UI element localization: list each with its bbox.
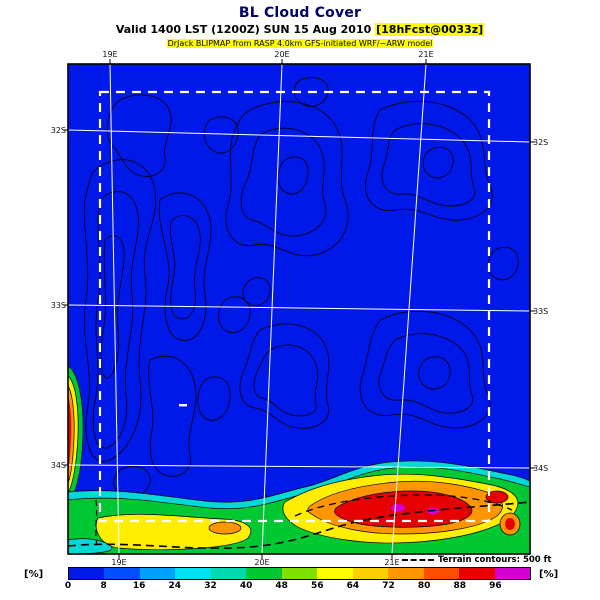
colorbar-tick-label: 0 bbox=[64, 581, 72, 591]
colorbar-tick-label: 40 bbox=[239, 581, 253, 591]
colorbar-segment bbox=[104, 568, 140, 579]
latlon-grid bbox=[67, 63, 531, 555]
axis-ticks bbox=[63, 59, 535, 559]
dashed-contour-sample-icon bbox=[402, 559, 434, 561]
colorbar-tick-label: 16 bbox=[132, 581, 146, 591]
colorbar-segment bbox=[246, 568, 282, 579]
model-text: DrJack BLIPMAP from RASP 4.0km GFS-initi… bbox=[166, 39, 434, 48]
colorbar-segment bbox=[175, 568, 211, 579]
colorbar-tick-label: 56 bbox=[311, 581, 324, 591]
terrain-note: Terrain contours: 500 ft bbox=[402, 555, 552, 565]
colorbar-tick-label: 80 bbox=[417, 581, 431, 591]
forecast-tag: [18hFcst@0033z] bbox=[375, 23, 485, 36]
lat-label-left-2: 33S bbox=[51, 301, 66, 310]
colorbar-tick-label: 48 bbox=[275, 581, 288, 591]
unit-label-left: [%] bbox=[24, 569, 44, 580]
map-border bbox=[67, 63, 531, 555]
colorbar-segment bbox=[281, 568, 318, 579]
domain-boundary-box bbox=[98, 90, 491, 523]
colorbar-segment bbox=[459, 568, 495, 579]
lon-label-bottom-2: 20E bbox=[254, 558, 269, 567]
colorbar-ticks: 0 8 16 24 32 40 48 56 64 72 80 88 96 bbox=[64, 581, 531, 593]
colorbar-segment bbox=[388, 568, 424, 579]
colorbar-tick-label: 64 bbox=[346, 581, 360, 591]
colorbar-tick-label: 88 bbox=[453, 581, 467, 591]
page-title: BL Cloud Cover bbox=[238, 5, 362, 21]
axis-labels: 19E 20E 21E 19E 20E 21E 32S 33S 34S 32S … bbox=[51, 50, 549, 567]
dashed-terrain-contours bbox=[67, 494, 531, 550]
unit-label-right: [%] bbox=[539, 569, 559, 580]
lon-label-bottom-1: 19E bbox=[111, 558, 126, 567]
valid-time-text: Valid 1400 LST (1200Z) SUN 15 Aug 2010 bbox=[115, 23, 376, 36]
site-marker bbox=[179, 404, 187, 407]
colorbar-segment bbox=[69, 568, 105, 579]
lat-label-left-1: 32S bbox=[51, 126, 66, 135]
colorbar-segment bbox=[210, 568, 247, 579]
valid-time-line: Valid 1400 LST (1200Z) SUN 15 Aug 2010 [… bbox=[0, 23, 600, 36]
lat-label-right-1: 32S bbox=[533, 138, 548, 147]
colorbar bbox=[68, 567, 531, 580]
lon-label-top-3: 21E bbox=[418, 50, 433, 59]
colorbar-segment bbox=[494, 568, 531, 579]
colorbar-tick-label: 32 bbox=[204, 581, 217, 591]
colorbar-segment bbox=[139, 568, 176, 579]
lon-label-top-1: 19E bbox=[102, 50, 117, 59]
terrain-note-text: Terrain contours: 500 ft bbox=[438, 555, 552, 565]
colorbar-tick-label: 96 bbox=[489, 581, 502, 591]
colorbar-segment bbox=[352, 568, 389, 579]
colorbar-segment bbox=[423, 568, 460, 579]
lon-label-bottom-3: 21E bbox=[384, 558, 399, 567]
lat-label-left-3: 34S bbox=[51, 461, 66, 470]
model-line: DrJack BLIPMAP from RASP 4.0km GFS-initi… bbox=[0, 39, 600, 48]
lat-label-right-2: 33S bbox=[533, 307, 548, 316]
lon-label-top-2: 20E bbox=[274, 50, 289, 59]
lat-label-right-3: 34S bbox=[533, 464, 548, 473]
colorbar-tick-label: 8 bbox=[100, 581, 107, 591]
terrain-contours bbox=[83, 77, 519, 497]
colorbar-tick-label: 24 bbox=[168, 581, 182, 591]
cloud-cover-band bbox=[67, 365, 531, 555]
colorbar-tick-label: 72 bbox=[382, 581, 395, 591]
colorbar-segment bbox=[317, 568, 353, 579]
